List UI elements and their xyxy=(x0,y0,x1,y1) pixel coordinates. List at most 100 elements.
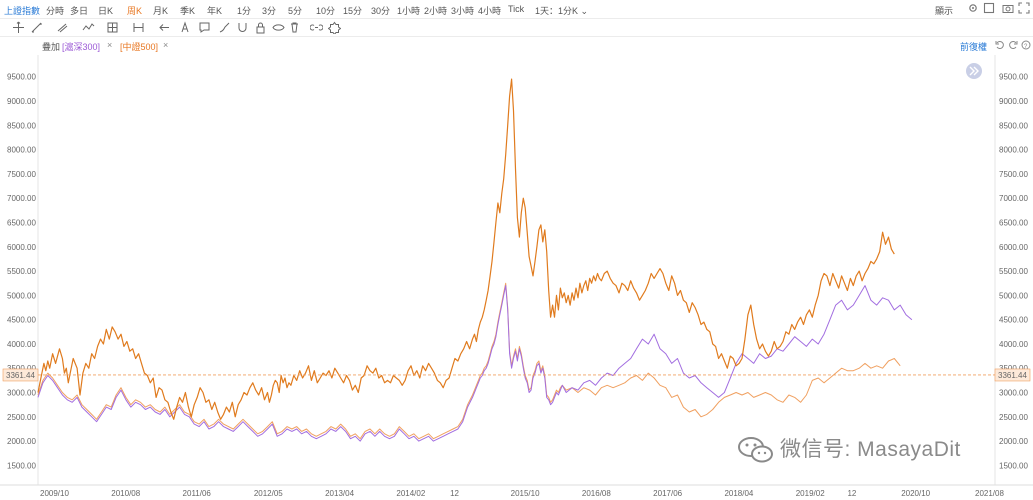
remove-csi300-icon[interactable]: × xyxy=(107,40,113,50)
y-tick-right: 6000.00 xyxy=(999,243,1028,252)
link-tool-icon[interactable] xyxy=(310,21,323,34)
y-tick-right: 4000.00 xyxy=(999,340,1028,349)
y-tick-left: 6500.00 xyxy=(7,218,36,227)
x-tick-label: 2016/08 xyxy=(582,489,611,498)
y-tick-right: 4500.00 xyxy=(999,316,1028,325)
move-tool-icon[interactable] xyxy=(12,21,25,34)
legend-csi300[interactable]: [滬深300] xyxy=(62,42,101,52)
y-tick-left: 3000.00 xyxy=(7,389,36,398)
y-tick-right: 6500.00 xyxy=(999,218,1028,227)
y-tick-left: 5500.00 xyxy=(7,267,36,276)
period-tab-18[interactable]: Tick xyxy=(508,4,525,14)
grid-tool-icon[interactable] xyxy=(106,21,119,34)
period-tab-9[interactable]: 3分 xyxy=(262,6,277,16)
x-tick-label: 12 xyxy=(847,489,856,498)
display-select[interactable]: 顯示 xyxy=(935,6,954,16)
y-tick-left: 5000.00 xyxy=(7,291,36,300)
settings-gear-icon[interactable] xyxy=(967,2,979,14)
fullscreen-icon[interactable] xyxy=(1018,2,1030,14)
y-tick-left: 8000.00 xyxy=(7,146,36,155)
y-tick-right: 2000.00 xyxy=(999,437,1028,446)
layout-square-icon[interactable] xyxy=(983,2,995,14)
legend-csi500[interactable]: [中證500] xyxy=(120,42,159,52)
y-tick-right: 8000.00 xyxy=(999,146,1028,155)
period-tab-12[interactable]: 15分 xyxy=(343,6,363,16)
period-tab-17[interactable]: 4小時 xyxy=(478,6,502,16)
magnet-tool-icon[interactable] xyxy=(236,21,249,34)
y-tick-right: 3000.00 xyxy=(999,389,1028,398)
remove-csi500-icon[interactable]: × xyxy=(163,40,169,50)
period-tab-1[interactable]: 分時 xyxy=(46,6,65,16)
period-tab-6[interactable]: 季K xyxy=(180,6,196,16)
y-tick-left: 2500.00 xyxy=(7,413,36,422)
x-tick-label: 2020/10 xyxy=(901,489,930,498)
period-tab-16[interactable]: 3小時 xyxy=(451,6,475,16)
lock-tool-icon[interactable] xyxy=(254,21,267,34)
note-tool-icon[interactable] xyxy=(198,21,211,34)
y-tick-right: 2500.00 xyxy=(999,413,1028,422)
period-tab-14[interactable]: 1小時 xyxy=(397,6,421,16)
wechat-logo-icon xyxy=(738,437,773,463)
y-tick-left: 4000.00 xyxy=(7,340,36,349)
y-tick-right: 9000.00 xyxy=(999,97,1028,106)
y-tick-left: 7500.00 xyxy=(7,170,36,179)
y-tick-right: 9500.00 xyxy=(999,73,1028,82)
y-tick-left: 8500.00 xyxy=(7,121,36,130)
drawing-toolbar xyxy=(0,19,1033,37)
period-tab-3[interactable]: 日K xyxy=(98,6,114,16)
eye-tool-icon[interactable] xyxy=(272,21,285,34)
x-tick-label: 2021/08 xyxy=(975,489,1004,498)
y-tick-right: 1500.00 xyxy=(999,461,1028,470)
arrow-tool-icon[interactable] xyxy=(158,21,171,34)
delete-tool-icon[interactable] xyxy=(288,21,301,34)
x-tick-label: 2018/04 xyxy=(724,489,753,498)
text-tool-icon[interactable] xyxy=(180,21,193,34)
ref-price-tag-right xyxy=(994,368,1031,382)
trend-line-tool-icon[interactable] xyxy=(30,21,43,34)
y-tick-left: 9000.00 xyxy=(7,97,36,106)
x-tick-label: 2009/10 xyxy=(40,489,69,498)
ref-price-label-right: 3361.44 xyxy=(998,371,1027,380)
x-tick-label: 12 xyxy=(450,489,459,498)
period-tab-19[interactable]: 1天：1分K ⌄ xyxy=(535,6,589,16)
x-tick-label: 2015/10 xyxy=(511,489,540,498)
period-tab-10[interactable]: 5分 xyxy=(288,6,303,16)
double-chevron-right-icon[interactable] xyxy=(969,66,979,76)
price-chart[interactable]: 1500.00 1500.00 2000.00 2000.00 2500.00 2500.… xyxy=(0,55,1033,500)
series-line-main xyxy=(37,78,895,420)
y-tick-left: 9500.00 xyxy=(7,73,36,82)
settings-tool-icon[interactable] xyxy=(328,21,341,34)
period-tab-0[interactable]: 上證指數 xyxy=(4,6,41,16)
svg-text:?: ? xyxy=(1024,44,1028,50)
overlay-legend: 疊加 [滬深300] × [中證500] × 前復權 ? xyxy=(0,37,1033,53)
help-icon[interactable]: ? xyxy=(1021,40,1031,50)
y-tick-right: 5000.00 xyxy=(999,291,1028,300)
period-tab-4[interactable]: 周K xyxy=(127,6,143,16)
redo-icon[interactable] xyxy=(1008,40,1018,50)
brush-tool-icon[interactable] xyxy=(218,21,231,34)
measure-tool-icon[interactable] xyxy=(132,21,145,34)
x-tick-label: 2014/02 xyxy=(396,489,425,498)
series-line-csi300 xyxy=(37,285,913,442)
x-tick-label: 2017/06 xyxy=(653,489,682,498)
period-tab-11[interactable]: 10分 xyxy=(316,6,336,16)
ref-price-label-left: 3361.44 xyxy=(6,371,35,380)
x-tick-label: 2010/08 xyxy=(111,489,140,498)
undo-icon[interactable] xyxy=(995,40,1005,50)
period-tab-15[interactable]: 2小時 xyxy=(424,6,448,16)
y-tick-right: 7000.00 xyxy=(999,194,1028,203)
channel-tool-icon[interactable] xyxy=(56,21,69,34)
y-tick-left: 2000.00 xyxy=(7,437,36,446)
overlay-label: 疊加 xyxy=(42,42,61,52)
period-toolbar: 顯示 上證指數 分時 多日 日K 周K 月K 季K 年K 1分 3分 5分 10分 15分 30分 1小時 2… xyxy=(0,0,1033,19)
ref-price-tag-left xyxy=(2,368,39,382)
camera-icon[interactable] xyxy=(1002,2,1014,14)
period-tab-8[interactable]: 1分 xyxy=(237,6,252,16)
period-tab-5[interactable]: 月K xyxy=(153,6,169,16)
period-tab-7[interactable]: 年K xyxy=(207,6,223,16)
adjust-mode-select[interactable]: 前復權 xyxy=(960,42,988,52)
period-tab-2[interactable]: 多日 xyxy=(70,6,89,16)
period-tab-13[interactable]: 30分 xyxy=(371,6,391,16)
wave-tool-icon[interactable] xyxy=(82,21,95,34)
y-tick-right: 7500.00 xyxy=(999,170,1028,179)
